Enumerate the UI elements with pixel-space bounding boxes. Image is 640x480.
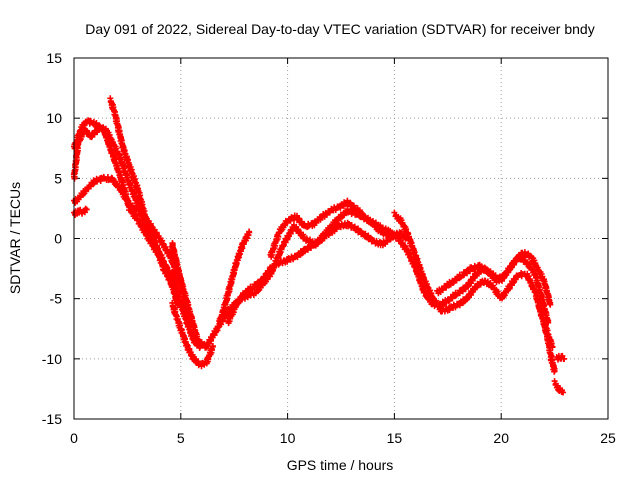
series-track-14 — [551, 378, 567, 396]
chart-title: Day 091 of 2022, Sidereal Day-to-day VTE… — [85, 21, 594, 37]
x-tick-label: 15 — [387, 430, 403, 446]
series-track-8 — [267, 197, 394, 260]
data-point-markers — [551, 378, 567, 396]
x-tick-label: 5 — [177, 430, 185, 446]
y-tick-label: 0 — [54, 231, 62, 247]
series-track-9 — [224, 219, 411, 327]
series-track-7 — [216, 228, 253, 327]
y-tick-labels: -15 -10 -5 0 5 10 15 — [42, 50, 62, 427]
x-tick-label: 20 — [493, 430, 509, 446]
series-track-10 — [391, 209, 556, 351]
data-point-markers — [540, 317, 558, 375]
y-tick-label: 5 — [54, 170, 62, 186]
data-points — [70, 95, 568, 396]
x-axis-label: GPS time / hours — [287, 457, 394, 473]
data-point-markers — [434, 249, 554, 308]
y-tick-label: -15 — [42, 411, 62, 427]
y-tick-label: -5 — [50, 291, 63, 307]
x-tick-labels: 0 5 10 15 20 25 — [70, 430, 616, 446]
series-track-12 — [540, 317, 558, 375]
data-point-markers — [216, 228, 253, 327]
x-tick-label: 25 — [600, 430, 616, 446]
data-point-markers — [224, 219, 411, 327]
data-point-markers — [107, 95, 193, 326]
x-tick-label: 10 — [280, 430, 296, 446]
data-point-markers — [553, 352, 568, 363]
series-track-13 — [553, 352, 568, 363]
y-tick-label: -10 — [42, 351, 62, 367]
y-axis-label: SDTVAR / TECUs — [7, 182, 23, 294]
series-track-5 — [169, 299, 216, 370]
data-point-markers — [169, 299, 216, 370]
x-tick-label: 0 — [70, 430, 78, 446]
plot-frame — [73, 57, 609, 420]
series-track-6 — [107, 95, 193, 326]
series-track-11 — [434, 249, 554, 308]
data-point-markers — [391, 209, 556, 351]
y-tick-label: 10 — [46, 110, 62, 126]
data-point-markers — [267, 197, 394, 260]
y-tick-label: 15 — [46, 50, 62, 66]
